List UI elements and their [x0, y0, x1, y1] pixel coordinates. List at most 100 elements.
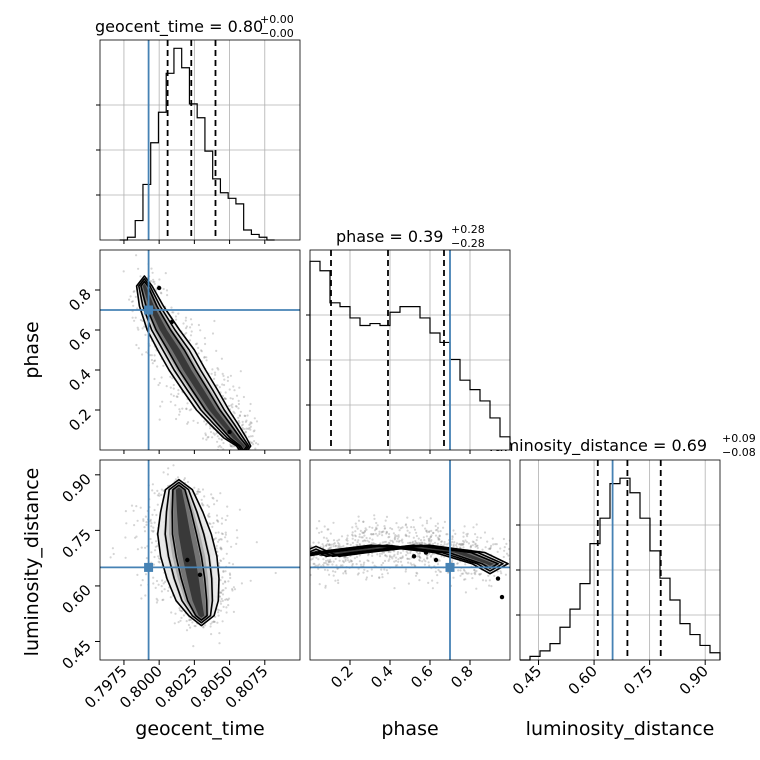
- sample-dot: [231, 403, 234, 406]
- sample-dot: [446, 533, 449, 536]
- sample-dot: [158, 561, 161, 564]
- sample-dot: [467, 572, 470, 575]
- sample-dot: [339, 564, 342, 567]
- sample-dot: [346, 556, 349, 560]
- sample-dot: [217, 520, 220, 523]
- sample-dot: [153, 359, 157, 362]
- sample-dot: [160, 493, 163, 496]
- sample-dot: [346, 542, 349, 545]
- sample-dot: [451, 559, 454, 562]
- sample-dot: [248, 454, 250, 456]
- sample-dot: [399, 551, 402, 555]
- sample-dot: [451, 538, 454, 541]
- sample-dot: [250, 441, 254, 444]
- sample-dot: [149, 518, 152, 522]
- sample-dot: [326, 563, 329, 566]
- sample-dot: [464, 578, 467, 581]
- sample-dot: [221, 593, 225, 596]
- sample-dot: [183, 478, 186, 481]
- hist-panel-geocent_time: [96, 39, 301, 241]
- sample-dot: [215, 514, 219, 517]
- sample-dot: [428, 539, 431, 543]
- sample-dot: [358, 535, 361, 539]
- sample-dot: [257, 443, 260, 446]
- sample-dot: [388, 554, 391, 557]
- sample-dot: [325, 544, 328, 547]
- sample-dot: [425, 529, 428, 533]
- sample-dot: [150, 525, 153, 528]
- sample-dot: [323, 525, 326, 528]
- sample-dot: [150, 551, 153, 554]
- sample-dot: [225, 598, 228, 601]
- sample-dot: [328, 544, 331, 547]
- sample-dot: [249, 422, 252, 425]
- sample-dot: [232, 586, 235, 589]
- sample-dot: [196, 421, 199, 424]
- contour-line-1: [164, 481, 214, 624]
- sample-dot: [249, 451, 251, 453]
- sample-dot: [197, 488, 200, 491]
- sample-dot: [224, 518, 227, 522]
- sample-dot: [189, 326, 192, 329]
- sample-dot: [324, 561, 327, 565]
- sample-dot: [189, 334, 193, 337]
- sample-dot: [209, 522, 212, 526]
- sample-dot: [475, 544, 478, 548]
- sample-dot: [406, 516, 409, 519]
- sample-dot: [208, 522, 211, 525]
- sample-dot: [213, 620, 216, 624]
- y-tick-label-luminosity_distance: 0.90: [58, 470, 94, 506]
- panel-title-geocent-time-err-plus: +0.00: [260, 13, 294, 26]
- sample-dot: [505, 542, 508, 546]
- sample-dot: [238, 414, 241, 417]
- sample-dot: [466, 535, 469, 538]
- sample-dot: [392, 532, 395, 535]
- sample-dot: [343, 556, 346, 559]
- sample-dot: [356, 573, 359, 576]
- sample-dot: [190, 323, 193, 326]
- sample-dot: [434, 529, 438, 532]
- sample-dot: [424, 560, 427, 563]
- density-level-4: [310, 545, 494, 566]
- sample-dot: [240, 424, 243, 427]
- sample-dot: [223, 383, 226, 387]
- sample-dot: [433, 541, 437, 544]
- sample-dot: [397, 535, 400, 539]
- sample-dot: [371, 554, 374, 558]
- sample-dot: [476, 546, 479, 550]
- sample-dot: [397, 534, 400, 537]
- y-tick-label-phase: 0.6: [65, 325, 95, 355]
- sample-dot: [463, 578, 466, 581]
- sample-dot: [206, 436, 209, 439]
- sample-dot: [395, 535, 398, 538]
- sample-dot: [207, 515, 210, 518]
- sample-dot: [466, 572, 469, 575]
- sample-dot: [193, 624, 196, 628]
- sample-dot: [401, 564, 404, 567]
- sample-dot: [242, 395, 245, 399]
- sample-dot: [166, 473, 169, 476]
- sample-dot: [388, 542, 391, 545]
- sample-dot: [213, 503, 216, 506]
- sample-dot: [140, 597, 143, 600]
- sample-dot: [224, 570, 227, 573]
- sample-dot: [135, 343, 138, 347]
- x-tick-label-phase: 0.2: [327, 662, 357, 692]
- y-tick-label-phase: 0.8: [65, 285, 95, 315]
- sample-dot: [317, 558, 320, 561]
- sample-dot: [475, 523, 478, 526]
- sample-dot: [136, 326, 139, 329]
- sample-dot: [364, 539, 367, 542]
- sample-dot: [178, 413, 181, 416]
- sample-dot: [143, 526, 146, 529]
- sample-dot: [417, 541, 420, 545]
- sample-dot: [224, 533, 227, 536]
- sample-dot: [342, 572, 345, 575]
- sample-dot: [301, 550, 303, 552]
- sample-dot: [213, 319, 216, 323]
- sample-dot: [144, 515, 147, 518]
- sample-dot: [423, 558, 426, 561]
- sample-dot: [400, 557, 403, 560]
- sample-dot: [153, 377, 156, 381]
- hist-step-geocent_time: [119, 47, 275, 241]
